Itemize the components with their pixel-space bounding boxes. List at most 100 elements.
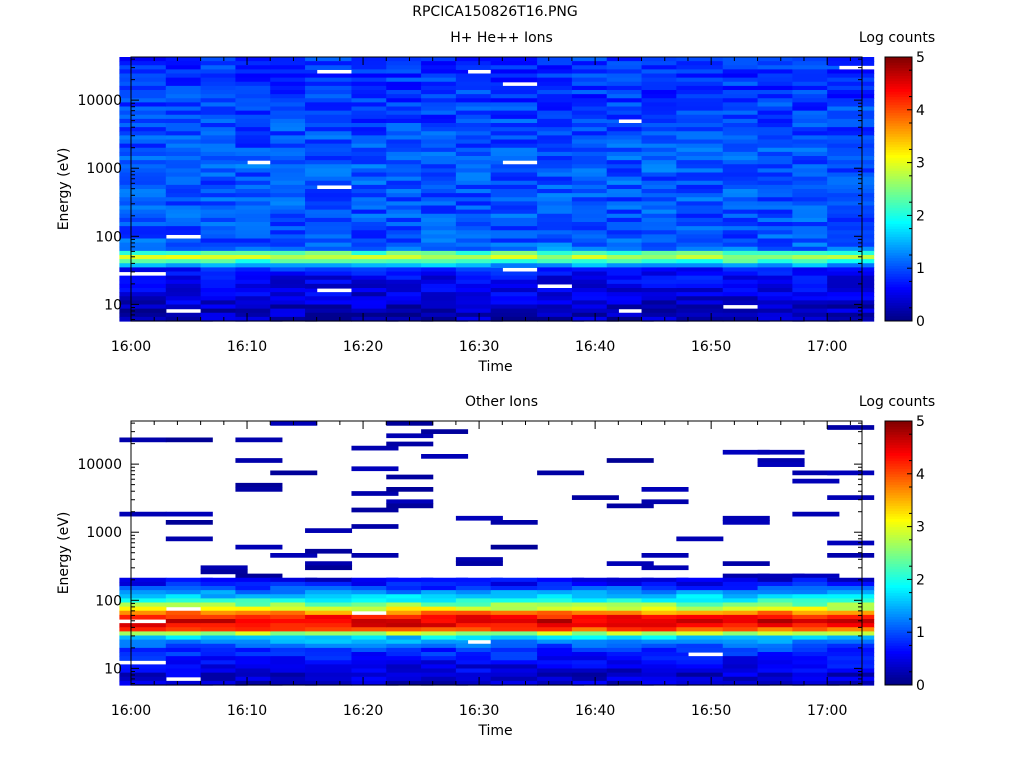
heatmap-cell bbox=[235, 668, 283, 674]
colorbar-swatch bbox=[885, 553, 912, 557]
heatmap-cell bbox=[119, 300, 167, 306]
heatmap-cell bbox=[792, 213, 840, 219]
heatmap-cell bbox=[827, 238, 875, 244]
heatmap-cell bbox=[119, 296, 167, 301]
heatmap-cell bbox=[641, 168, 689, 174]
heatmap-cell bbox=[386, 308, 434, 314]
heatmap-cell bbox=[351, 627, 399, 632]
heatmap-cell bbox=[165, 664, 213, 670]
panel-title: Other Ions bbox=[465, 394, 538, 410]
heatmap-cell bbox=[235, 487, 283, 492]
heatmap-cell bbox=[676, 283, 724, 289]
colorbar-swatch bbox=[885, 542, 912, 546]
heatmap-cell bbox=[827, 222, 875, 227]
colorbar-swatch bbox=[885, 252, 912, 256]
heatmap-cell bbox=[676, 279, 724, 285]
heatmap-cell bbox=[386, 263, 434, 268]
colorbar-swatch bbox=[885, 421, 912, 425]
colorbar-swatch bbox=[885, 550, 912, 554]
heatmap-cell bbox=[490, 288, 538, 293]
heatmap-cell bbox=[386, 474, 434, 480]
heatmap-cell bbox=[792, 263, 840, 268]
heatmap-cell bbox=[119, 639, 167, 645]
heatmap-cell bbox=[200, 283, 248, 289]
heatmap-cell bbox=[606, 623, 654, 628]
heatmap-cell bbox=[827, 127, 875, 132]
heatmap-cell bbox=[722, 652, 770, 657]
heatmap-cell bbox=[722, 65, 770, 70]
colorbar-swatch bbox=[885, 146, 912, 150]
heatmap-cell bbox=[305, 312, 353, 318]
heatmap-cell bbox=[490, 300, 538, 306]
heatmap-cell bbox=[490, 73, 538, 79]
heatmap-cell bbox=[235, 73, 283, 79]
heatmap-cell bbox=[386, 160, 434, 165]
heatmap-cell bbox=[270, 230, 318, 235]
panel-title: H+ He++ Ions bbox=[450, 30, 553, 46]
colorbar-swatch bbox=[885, 225, 912, 230]
heatmap-cell bbox=[722, 106, 770, 112]
colorbar-swatch bbox=[885, 679, 912, 683]
heatmap-cell bbox=[757, 577, 805, 583]
heatmap-cell bbox=[270, 553, 318, 558]
heatmap-cell bbox=[235, 201, 283, 207]
heatmap-cell bbox=[606, 503, 654, 509]
heatmap-cell bbox=[270, 135, 318, 141]
heatmap-cell bbox=[792, 643, 840, 649]
heatmap-cell bbox=[490, 292, 538, 297]
heatmap-cell bbox=[676, 255, 724, 260]
colorbar-swatch bbox=[885, 558, 912, 562]
heatmap-cell bbox=[455, 656, 503, 661]
heatmap-cell bbox=[305, 668, 353, 674]
heatmap-cell bbox=[235, 234, 283, 240]
heatmap-cell bbox=[421, 189, 469, 194]
heatmap-cell bbox=[421, 201, 469, 207]
heatmap-cell bbox=[571, 590, 619, 595]
heatmap-cell bbox=[421, 197, 469, 202]
heatmap-cell bbox=[757, 98, 805, 103]
heatmap-cell bbox=[421, 643, 469, 649]
heatmap-cell bbox=[792, 127, 840, 132]
heatmap-cell bbox=[676, 647, 724, 653]
heatmap-cell bbox=[119, 643, 167, 649]
heatmap-cell bbox=[386, 209, 434, 215]
heatmap-cell bbox=[200, 193, 248, 198]
heatmap-cell bbox=[119, 590, 167, 595]
colorbar-tick-label: 2 bbox=[916, 208, 925, 224]
heatmap-cell bbox=[351, 217, 399, 223]
heatmap-cell bbox=[571, 172, 619, 178]
colorbar-swatch bbox=[885, 566, 912, 570]
heatmap-cell bbox=[119, 230, 167, 235]
heatmap-cell bbox=[641, 263, 689, 268]
heatmap-cell bbox=[827, 647, 875, 653]
heatmap-cell bbox=[200, 296, 248, 301]
heatmap-cell bbox=[305, 65, 353, 70]
heatmap-cell bbox=[165, 238, 213, 244]
heatmap-cell bbox=[235, 180, 283, 186]
heatmap-cell bbox=[165, 296, 213, 301]
heatmap-cell bbox=[455, 283, 503, 289]
heatmap-cell bbox=[270, 131, 318, 136]
heatmap-cell bbox=[235, 139, 283, 145]
heatmap-cell bbox=[235, 176, 283, 182]
heatmap-cell bbox=[537, 189, 585, 194]
heatmap-cell bbox=[421, 156, 469, 161]
heatmap-cell bbox=[537, 668, 585, 674]
heatmap-cell bbox=[200, 205, 248, 211]
heatmap-cell bbox=[676, 172, 724, 178]
heatmap-cell bbox=[757, 267, 805, 273]
heatmap-cell bbox=[455, 610, 503, 616]
heatmap-cell bbox=[455, 226, 503, 231]
heatmap-cell bbox=[386, 639, 434, 645]
heatmap-cell bbox=[351, 250, 399, 256]
heatmap-cell bbox=[305, 635, 353, 641]
heatmap-cell bbox=[386, 312, 434, 318]
heatmap-cell bbox=[676, 168, 724, 174]
heatmap-cell bbox=[200, 300, 248, 306]
heatmap-cell bbox=[421, 577, 469, 583]
heatmap-cell bbox=[792, 234, 840, 240]
heatmap-cell bbox=[490, 250, 538, 256]
heatmap-cell bbox=[165, 292, 213, 297]
heatmap-cell bbox=[455, 98, 503, 103]
heatmap-cell bbox=[537, 308, 585, 314]
